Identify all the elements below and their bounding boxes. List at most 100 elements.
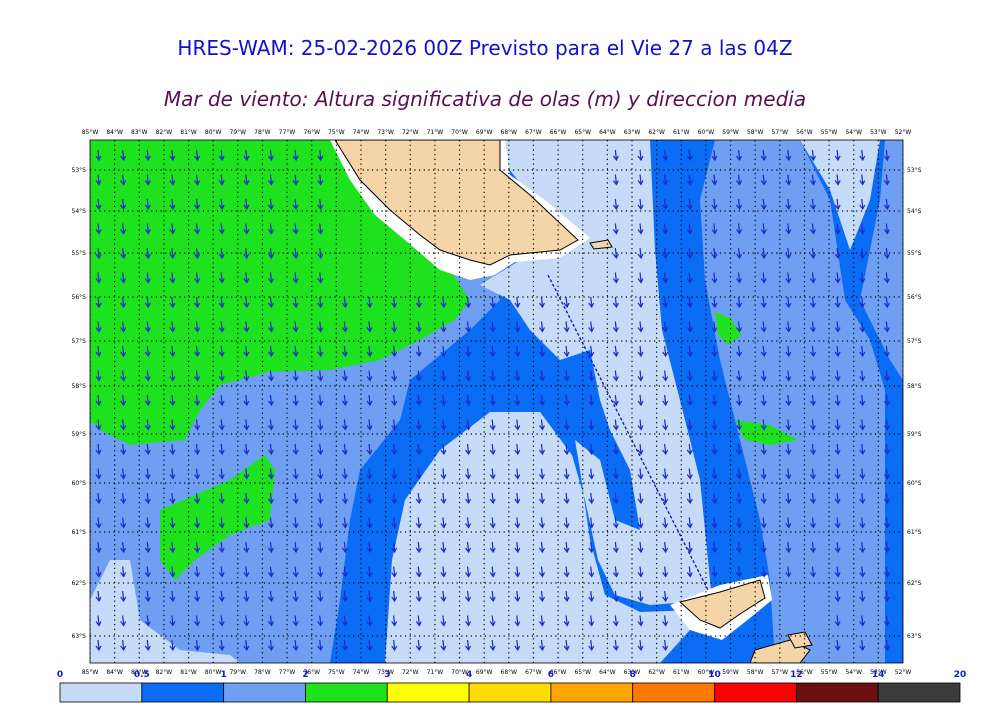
lon-label: 52°W xyxy=(895,129,912,136)
wave-arrow xyxy=(292,590,299,603)
wave-arrow xyxy=(440,419,447,431)
wave-arrow xyxy=(267,296,274,309)
wave-arrow xyxy=(341,615,348,627)
wave-arrow xyxy=(834,198,841,211)
wave-arrow xyxy=(736,223,743,235)
wave-arrow xyxy=(391,296,398,309)
wave-arrow xyxy=(612,639,619,652)
lat-label: 63°S xyxy=(72,633,87,640)
wave-arrow xyxy=(686,419,693,431)
wave-arrow xyxy=(317,615,324,627)
subtitle: Mar de viento: Altura significativa de o… xyxy=(164,87,806,111)
lon-label: 79°W xyxy=(230,669,247,676)
wave-arrow xyxy=(391,468,398,480)
wave-arrow xyxy=(859,492,866,505)
wave-arrow xyxy=(514,443,521,456)
lon-label: 52°W xyxy=(895,669,912,676)
lon-label: 56°W xyxy=(796,129,813,136)
wave-arrow xyxy=(465,443,472,456)
wave-arrow xyxy=(120,566,127,578)
lon-label: 79°W xyxy=(230,129,247,136)
wave-arrow xyxy=(859,541,866,554)
wave-arrow xyxy=(736,468,743,480)
lon-label: 83°W xyxy=(131,129,148,136)
wave-arrow xyxy=(637,149,644,162)
wave-arrow xyxy=(883,492,890,505)
wave-arrow xyxy=(809,272,816,284)
wave-arrow xyxy=(218,517,225,529)
wave-arrow xyxy=(834,149,841,162)
wave-arrow xyxy=(95,296,102,309)
lat-label: 55°S xyxy=(907,250,922,257)
wave-arrow xyxy=(563,492,570,505)
wave-arrow xyxy=(194,443,201,456)
wave-arrow xyxy=(809,541,816,554)
wave-arrow xyxy=(711,468,718,480)
wave-arrow xyxy=(465,419,472,431)
wave-arrow xyxy=(785,468,792,480)
wave-arrow xyxy=(267,517,274,529)
wave-arrow xyxy=(169,370,176,382)
wave-arrow xyxy=(366,419,373,431)
wave-arrow xyxy=(736,174,743,186)
wave-arrow xyxy=(859,590,866,603)
wave-arrow xyxy=(194,566,201,578)
wave-arrow xyxy=(169,566,176,578)
wave-arrow xyxy=(785,198,792,211)
wave-arrow xyxy=(785,174,792,186)
wave-arrow xyxy=(809,149,816,162)
wave-arrow xyxy=(218,492,225,505)
wave-arrow xyxy=(120,223,127,235)
wave-arrow xyxy=(218,198,225,211)
lon-label: 55°W xyxy=(821,669,838,676)
wave-arrow xyxy=(341,370,348,382)
wave-arrow xyxy=(736,345,743,358)
wave-arrow xyxy=(415,394,422,407)
lon-label: 78°W xyxy=(254,669,271,676)
wave-arrow xyxy=(218,223,225,235)
wave-arrow xyxy=(218,566,225,578)
wave-arrow xyxy=(440,443,447,456)
wave-arrow xyxy=(218,174,225,186)
lon-label: 77°W xyxy=(279,129,296,136)
lon-label: 60°W xyxy=(698,669,715,676)
wave-arrow xyxy=(95,345,102,358)
wave-arrow xyxy=(415,419,422,431)
wave-arrow xyxy=(317,321,324,333)
wave-arrow xyxy=(218,541,225,554)
wave-arrow xyxy=(760,345,767,358)
wave-arrow xyxy=(637,541,644,554)
wave-arrow xyxy=(194,394,201,407)
wave-arrow xyxy=(317,419,324,431)
wave-arrow xyxy=(169,394,176,407)
wave-arrow xyxy=(637,321,644,333)
wave-arrow xyxy=(662,272,669,284)
wave-arrow xyxy=(415,321,422,333)
lon-label: 81°W xyxy=(180,669,197,676)
wave-arrow xyxy=(169,639,176,652)
wave-arrow xyxy=(341,517,348,529)
wave-arrow xyxy=(440,394,447,407)
wave-arrow xyxy=(514,566,521,578)
lat-label: 60°S xyxy=(72,480,87,487)
wave-arrow xyxy=(267,394,274,407)
wave-arrow xyxy=(218,345,225,358)
wave-arrow xyxy=(612,370,619,382)
wave-arrow xyxy=(711,345,718,358)
wave-arrow xyxy=(662,247,669,260)
wave-arrow xyxy=(292,541,299,554)
wave-arrow xyxy=(637,639,644,652)
wave-arrow xyxy=(489,468,496,480)
lon-label: 70°W xyxy=(451,669,468,676)
wave-arrow xyxy=(415,639,422,652)
wave-arrow xyxy=(785,296,792,309)
wave-arrow xyxy=(341,468,348,480)
lon-label: 70°W xyxy=(451,129,468,136)
wave-arrow xyxy=(809,247,816,260)
wave-arrow xyxy=(95,419,102,431)
wave-arrow xyxy=(243,443,250,456)
wave-arrow xyxy=(465,492,472,505)
wave-arrow xyxy=(785,149,792,162)
wave-arrow xyxy=(440,566,447,578)
wave-arrow xyxy=(120,394,127,407)
